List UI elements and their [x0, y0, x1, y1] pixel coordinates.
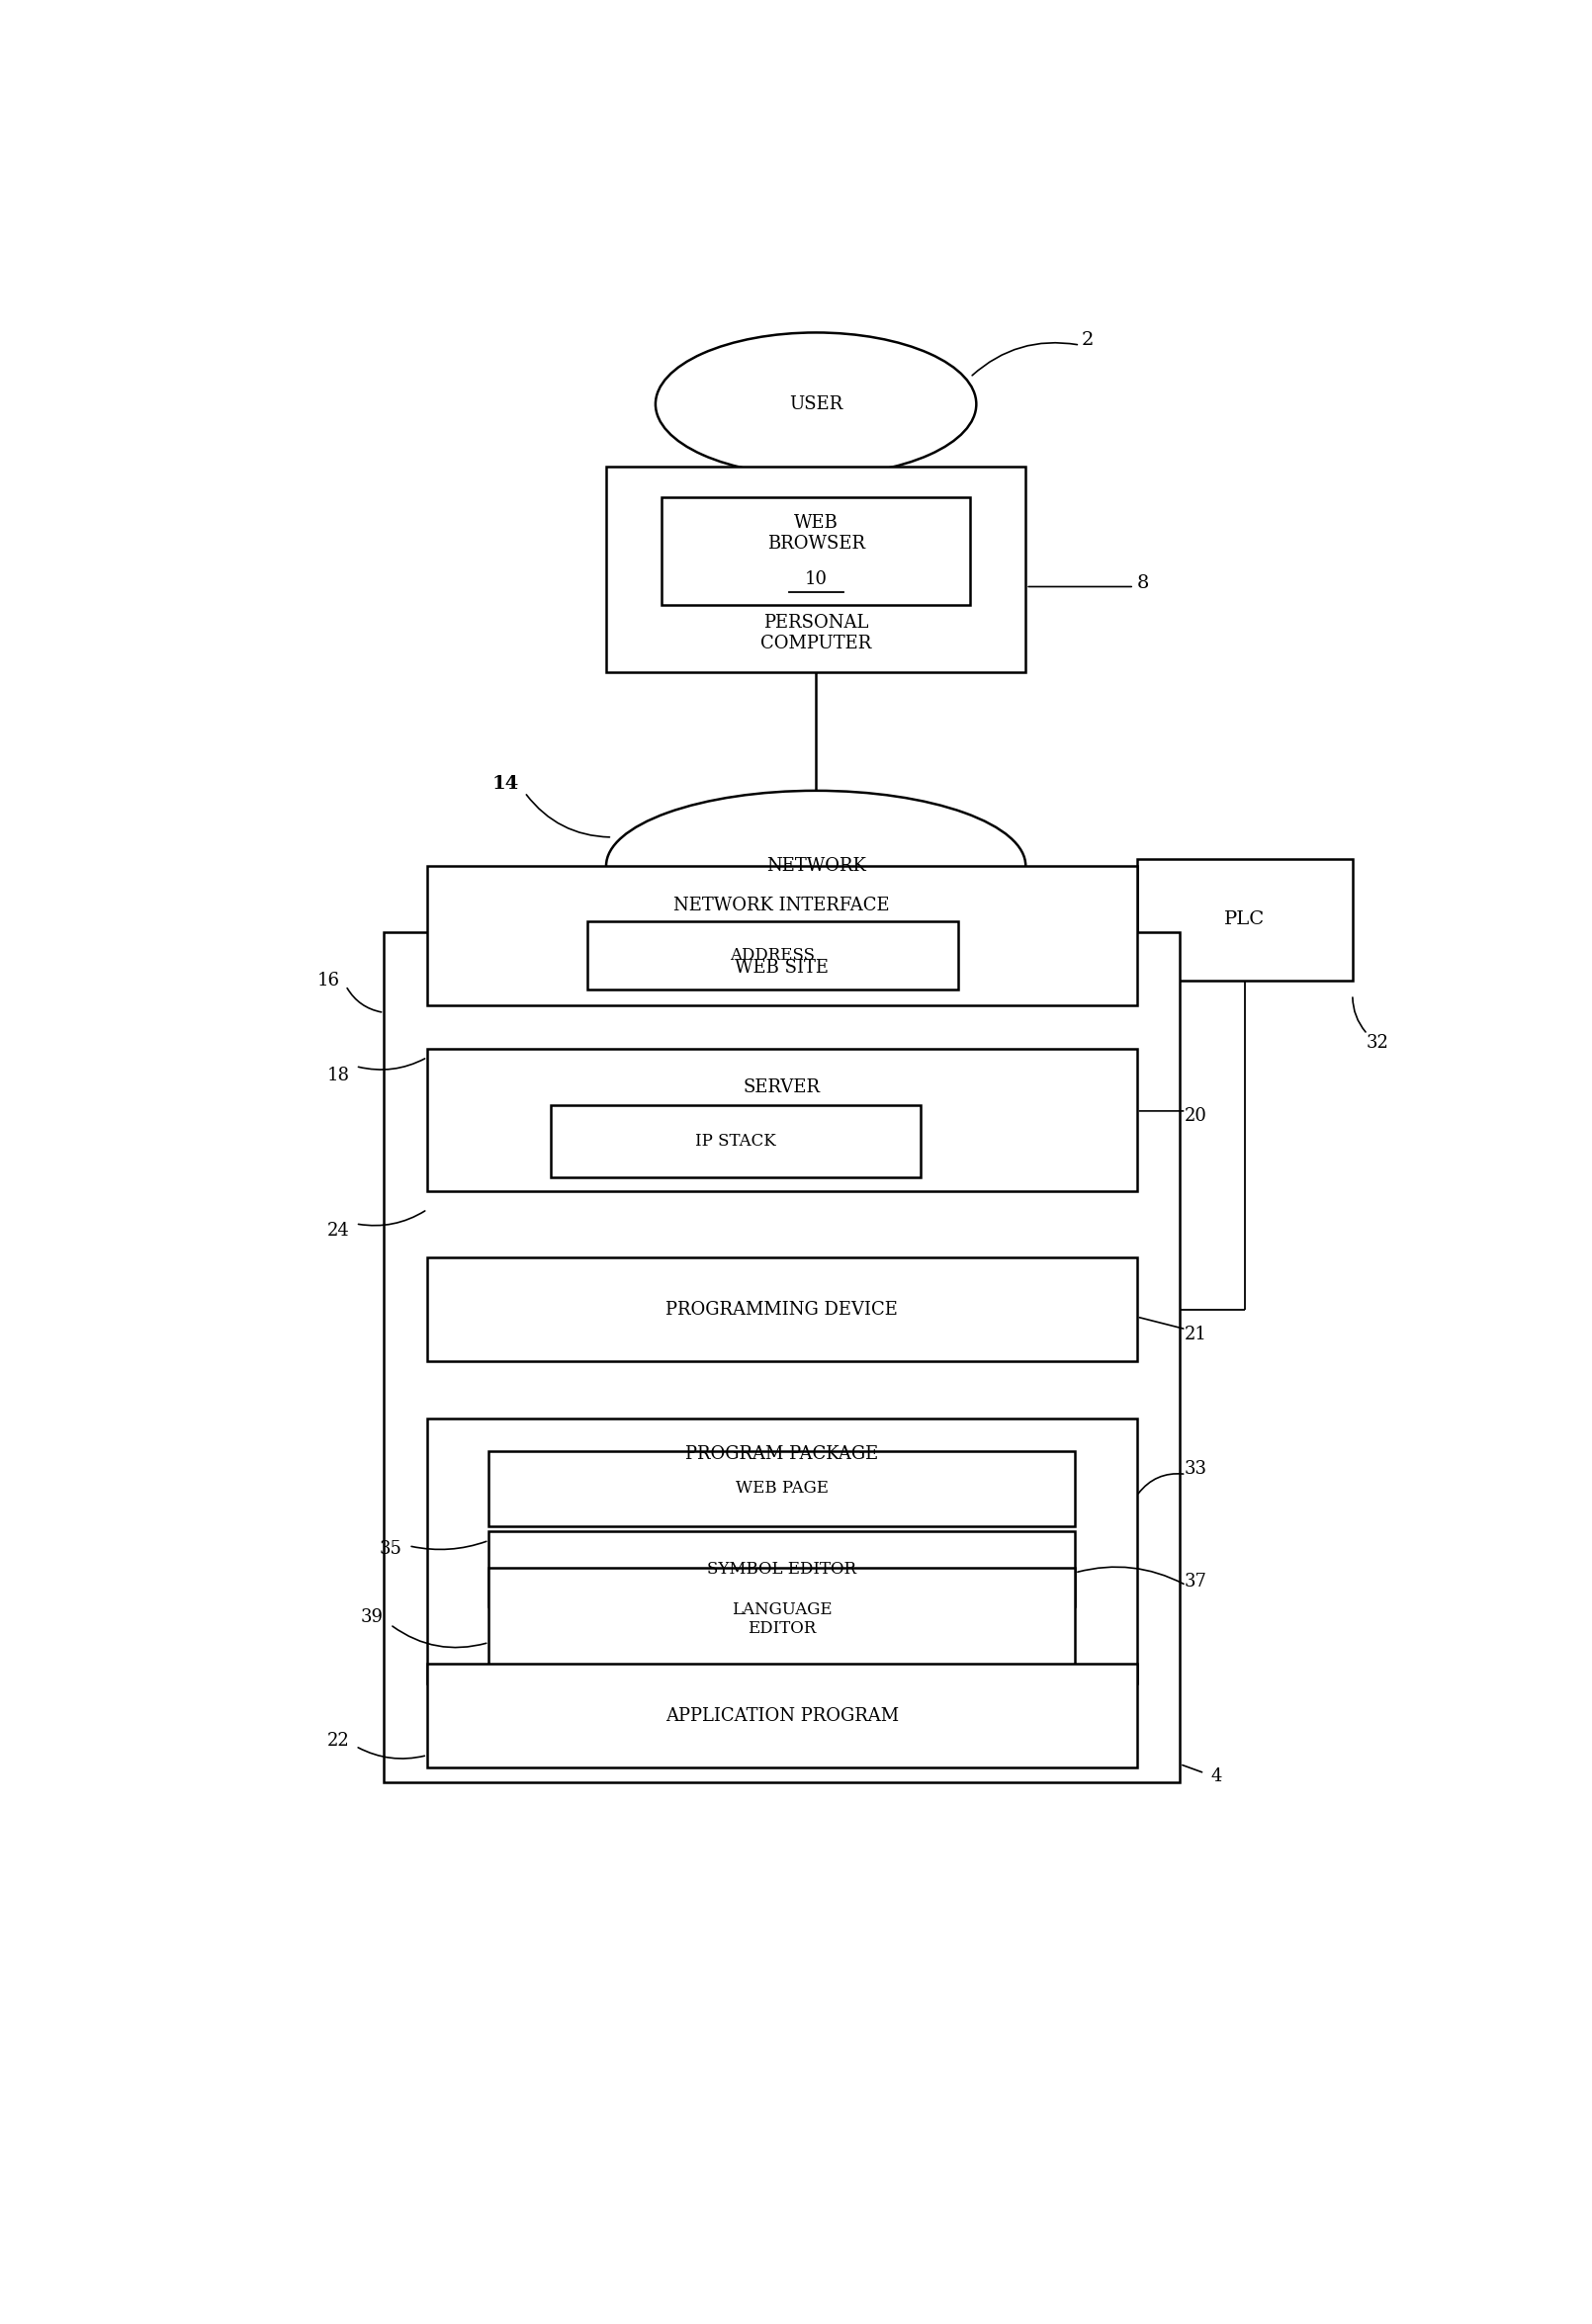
Text: NETWORK INTERFACE: NETWORK INTERFACE [673, 897, 890, 913]
Bar [489, 1532, 1075, 1606]
Text: 4: 4 [1212, 1769, 1223, 1785]
Text: USER: USER [790, 395, 842, 414]
Bar [587, 920, 958, 990]
Text: 2: 2 [1081, 330, 1094, 349]
Text: 35: 35 [379, 1541, 401, 1559]
Text: 16: 16 [317, 971, 341, 990]
Bar [427, 1418, 1137, 1683]
Text: 18: 18 [326, 1067, 350, 1083]
Text: APPLICATION PROGRAM: APPLICATION PROGRAM [665, 1706, 899, 1724]
Text: 22: 22 [328, 1731, 350, 1750]
Text: PLC: PLC [1224, 911, 1266, 927]
Text: 39: 39 [360, 1608, 384, 1627]
Text: 33: 33 [1184, 1459, 1207, 1478]
Text: 8: 8 [1137, 574, 1149, 593]
Bar [607, 467, 1025, 672]
Text: 37: 37 [1184, 1573, 1207, 1590]
Text: NETWORK: NETWORK [766, 858, 866, 874]
Bar [427, 1048, 1137, 1192]
Text: 21: 21 [1184, 1325, 1207, 1343]
Text: 24: 24 [328, 1222, 350, 1239]
Bar [427, 867, 1137, 1006]
Ellipse shape [607, 790, 1025, 941]
Bar [1137, 858, 1353, 981]
Bar [489, 1566, 1075, 1671]
Text: IP STACK: IP STACK [696, 1134, 777, 1150]
Text: LANGUAGE
EDITOR: LANGUAGE EDITOR [732, 1601, 833, 1638]
Text: PROGRAM PACKAGE: PROGRAM PACKAGE [686, 1446, 879, 1464]
Text: 20: 20 [1184, 1109, 1207, 1125]
Bar [384, 932, 1180, 1783]
Text: WEB SITE: WEB SITE [736, 960, 829, 976]
Text: 10: 10 [804, 572, 828, 588]
Text: WEB
BROWSER: WEB BROWSER [767, 514, 864, 553]
Text: PROGRAMMING DEVICE: PROGRAMMING DEVICE [665, 1301, 898, 1318]
Bar [551, 1106, 920, 1178]
Text: 14: 14 [492, 774, 519, 792]
Text: ADDRESS: ADDRESS [731, 946, 815, 964]
Bar [489, 1450, 1075, 1527]
Ellipse shape [656, 332, 976, 476]
Bar [427, 1257, 1137, 1362]
Text: SERVER: SERVER [743, 1078, 820, 1097]
Text: WEB PAGE: WEB PAGE [736, 1480, 828, 1497]
Text: PERSONAL
COMPUTER: PERSONAL COMPUTER [761, 614, 871, 653]
Bar [427, 1664, 1137, 1769]
Text: 32: 32 [1366, 1034, 1388, 1053]
Text: SYMBOL EDITOR: SYMBOL EDITOR [707, 1562, 856, 1578]
Bar [662, 497, 970, 604]
